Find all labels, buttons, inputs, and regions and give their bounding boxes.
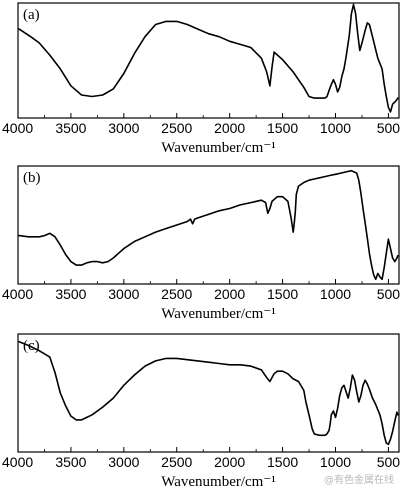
panel-2-label: (b) bbox=[23, 170, 41, 186]
panel-2-xtick-label-500: 500 bbox=[377, 286, 400, 302]
panel-3-xtick-label-500: 500 bbox=[377, 454, 400, 470]
panel-3-xtick-label-3000: 3000 bbox=[108, 454, 139, 470]
panel-2-x-axis-title: Wavenumber/cm⁻¹ bbox=[161, 306, 276, 322]
panel-2-xtick-label-1000: 1000 bbox=[320, 286, 351, 302]
panel-3-xtick-label-2000: 2000 bbox=[214, 454, 245, 470]
panel-2-xtick-label-2000: 2000 bbox=[214, 286, 245, 302]
panel-1-xtick-label-1500: 1500 bbox=[267, 120, 298, 136]
panel-3-spectrum-line bbox=[18, 340, 399, 446]
panel-3-frame bbox=[17, 333, 400, 453]
panel-1-spectrum-line bbox=[18, 3, 399, 113]
watermark-text: @有色金属在线 bbox=[324, 475, 394, 486]
panel-3-xtick-label-1500: 1500 bbox=[267, 454, 298, 470]
panel-2-xtick-label-3000: 3000 bbox=[108, 286, 139, 302]
panel-3-xtick-label-3500: 3500 bbox=[55, 454, 86, 470]
panel-1-xtick-label-3500: 3500 bbox=[55, 120, 86, 136]
panel-3-xtick-label-4000: 4000 bbox=[2, 454, 33, 470]
panel-1-frame bbox=[17, 2, 400, 119]
panel-2-xtick-label-1500: 1500 bbox=[267, 286, 298, 302]
panel-1-xtick-label-500: 500 bbox=[377, 120, 400, 136]
panel-2-frame bbox=[17, 165, 400, 285]
panel-3-xtick-label-2500: 2500 bbox=[161, 454, 192, 470]
panel-3-x-axis-title: Wavenumber/cm⁻¹ bbox=[161, 474, 276, 490]
panel-1-xtick-label-2500: 2500 bbox=[161, 120, 192, 136]
panel-1-label: (a) bbox=[23, 7, 40, 23]
panel-2-spectrum-line bbox=[18, 169, 399, 281]
panel-1-xtick-label-3000: 3000 bbox=[108, 120, 139, 136]
panel-1-xtick-label-4000: 4000 bbox=[2, 120, 33, 136]
panel-2-xtick-label-2500: 2500 bbox=[161, 286, 192, 302]
panel-1-xtick-label-2000: 2000 bbox=[214, 120, 245, 136]
panel-2-xtick-label-4000: 4000 bbox=[2, 286, 33, 302]
panel-2-xtick-label-3500: 3500 bbox=[55, 286, 86, 302]
panel-1-xtick-label-1000: 1000 bbox=[320, 120, 351, 136]
panel-3-xtick-label-1000: 1000 bbox=[320, 454, 351, 470]
panel-1-x-axis-title: Wavenumber/cm⁻¹ bbox=[161, 140, 276, 156]
